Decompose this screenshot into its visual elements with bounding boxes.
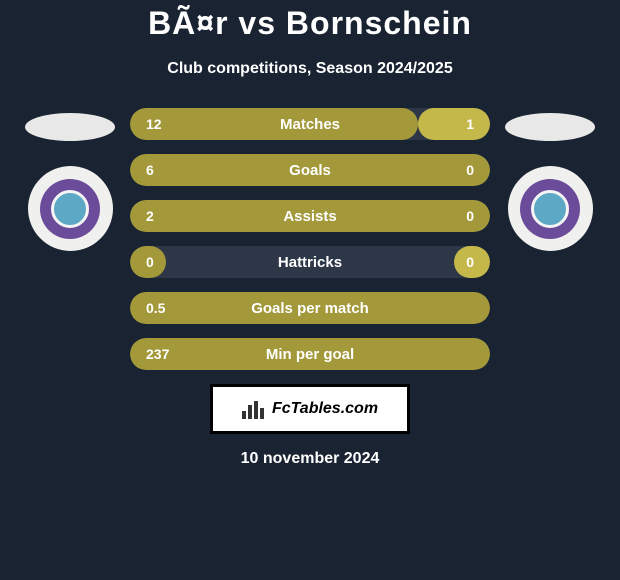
stat-value-right: 0: [466, 154, 474, 186]
right-player-col: [500, 108, 600, 251]
page-title: BÃ¤r vs Bornschein: [0, 5, 620, 42]
stat-bar: Assists2 0: [130, 200, 490, 232]
club-badge-right: [508, 166, 593, 251]
stat-value-left: 2: [146, 200, 154, 232]
player-photo-placeholder: [25, 113, 115, 141]
stat-bar: Goals per match0.5: [130, 292, 490, 324]
stat-bar: Hattricks0 0: [130, 246, 490, 278]
stat-label: Min per goal: [130, 338, 490, 370]
stat-label: Goals per match: [130, 292, 490, 324]
stat-value-left: 12: [146, 108, 162, 140]
stat-bar: Matches12 1: [130, 108, 490, 140]
stat-value-left: 237: [146, 338, 169, 370]
stat-value-right: 0: [466, 200, 474, 232]
comparison-card: BÃ¤r vs Bornschein Club competitions, Se…: [0, 0, 620, 468]
stats-column: Matches121Goals60Assists20Hattricks00Goa…: [130, 108, 490, 370]
stat-label: Matches: [130, 108, 490, 140]
player-photo-placeholder: [505, 113, 595, 141]
badge-center: [531, 190, 569, 228]
date-text: 10 november 2024: [241, 450, 380, 468]
club-badge-left: [28, 166, 113, 251]
stat-value-right: 1: [466, 108, 474, 140]
stat-bar: Goals6 0: [130, 154, 490, 186]
site-badge[interactable]: FcTables.com: [210, 384, 410, 434]
stat-value-left: 0.5: [146, 292, 165, 324]
badge-inner: [520, 179, 580, 239]
badge-center: [51, 190, 89, 228]
left-player-col: [20, 108, 120, 251]
bar-chart-icon: [242, 399, 266, 419]
stat-value-left: 6: [146, 154, 154, 186]
stat-bar: Min per goal237: [130, 338, 490, 370]
stat-value-right: 0: [466, 246, 474, 278]
stats-area: Matches121Goals60Assists20Hattricks00Goa…: [0, 108, 620, 370]
stat-value-left: 0: [146, 246, 154, 278]
badge-inner: [40, 179, 100, 239]
stat-label: Goals: [130, 154, 490, 186]
footer: FcTables.com 10 november 2024: [0, 384, 620, 468]
site-label: FcTables.com: [272, 400, 378, 418]
stat-label: Hattricks: [130, 246, 490, 278]
page-subtitle: Club competitions, Season 2024/2025: [0, 60, 620, 78]
stat-label: Assists: [130, 200, 490, 232]
